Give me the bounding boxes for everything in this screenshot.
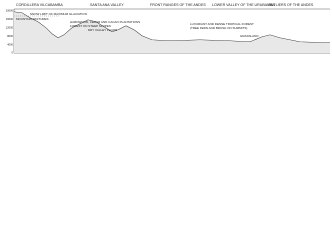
zone-label: GRASSLAND xyxy=(240,34,259,38)
elevation-label: 4000 xyxy=(7,42,13,46)
region-label: SANTA ANA VALLEY xyxy=(90,3,124,7)
zone-label: MOUNTAIN PASTURES xyxy=(16,17,49,21)
zone-label: DRY VALLEY FLOOR xyxy=(88,28,118,32)
elevation-label: 16000 xyxy=(6,17,14,21)
zone-label: LUXURIANT AND DENSE TROPICAL FOREST xyxy=(190,22,254,26)
region-label: OUTLIERS OF THE ANDES xyxy=(268,3,314,7)
zone-label: FOREST ON STEEP SLOPES xyxy=(70,24,111,28)
zone-label: (TREE FERN AND BRUSH ON SUMMITS) xyxy=(190,26,247,30)
region-label: LOWER VALLEY OF THE URUBAMBA xyxy=(212,3,276,7)
elevation-label: 8000 xyxy=(7,34,13,38)
region-label: CORDILLERA VILCABAMBA xyxy=(16,3,63,7)
zone-label: SNOW LIMIT OF MAXIMUM GLACIATION xyxy=(30,12,87,16)
region-label: FRONT RANGES OF THE ANDES xyxy=(150,3,206,7)
terrain-fill xyxy=(14,12,330,53)
elevation-label: 0 xyxy=(12,51,14,55)
cross-section: CORDILLERA VILCABAMBA SANTA ANA VALLEY FRO… xyxy=(0,0,332,57)
zone-label: HARDWOOD, CEDAR AND CACAO PLANTATIONS xyxy=(70,20,140,24)
elevation-label: 20000 xyxy=(6,9,14,13)
elevation-label: 12000 xyxy=(6,25,14,29)
